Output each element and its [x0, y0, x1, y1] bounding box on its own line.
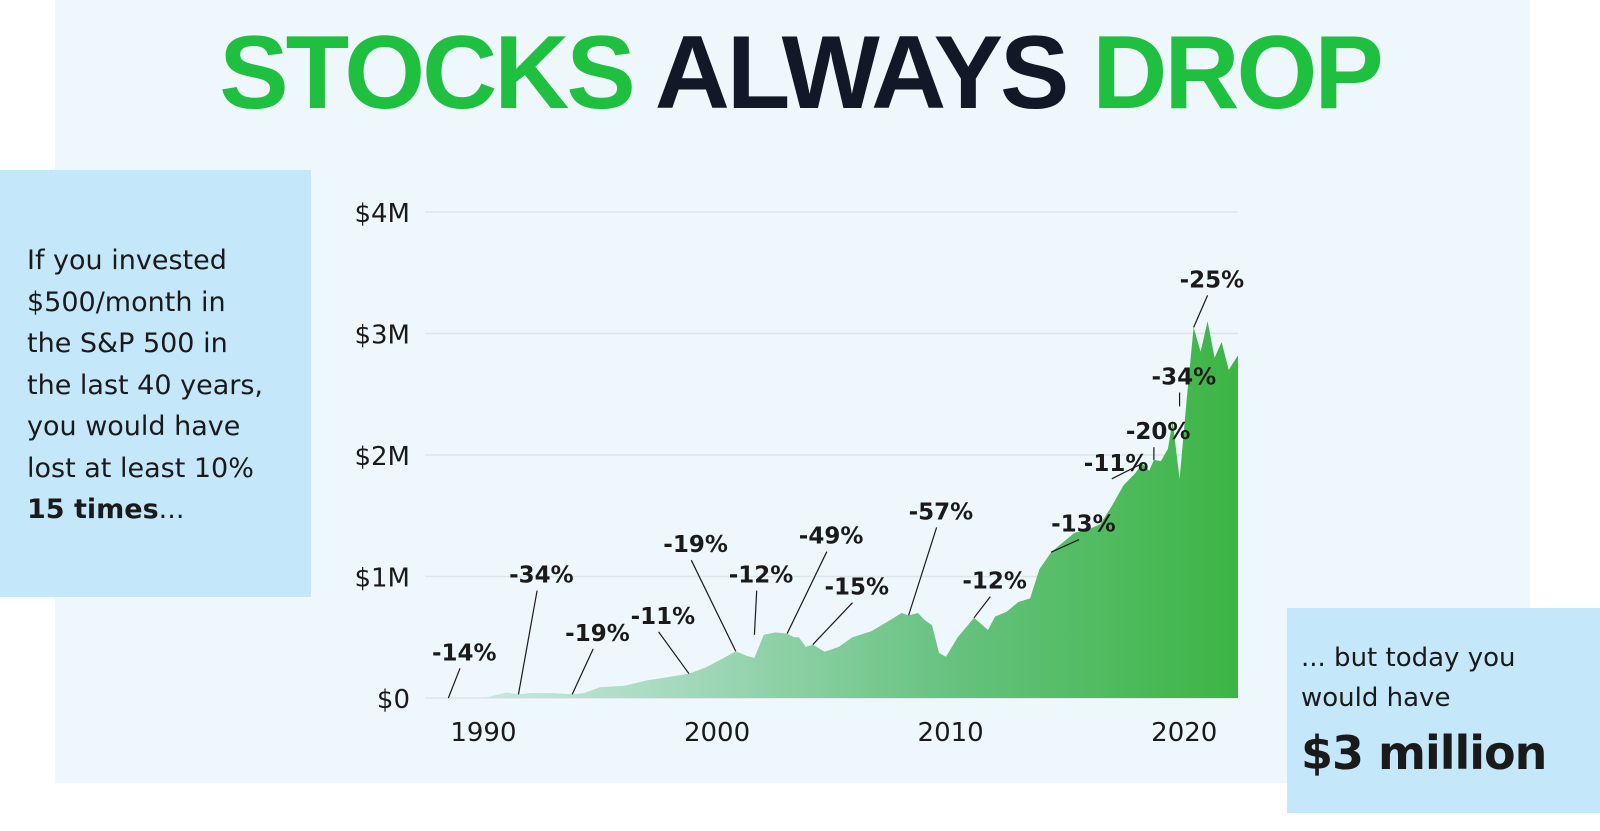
drawdown-label: -14% [432, 640, 497, 666]
drawdown-label: -13% [1051, 512, 1116, 538]
drawdown-label: -12% [729, 563, 794, 589]
drawdown-labels: -14%-34%-19%-11%-19%-12%-49%-15%-57%-12%… [432, 267, 1244, 666]
title-word-always: ALWAYS [654, 15, 1070, 131]
left-note-line: lost at least 10% [27, 452, 254, 484]
drawdown-label: -11% [631, 604, 696, 630]
drawdown-label: -34% [509, 563, 574, 589]
drawdown-label: -25% [1180, 267, 1245, 293]
drawdown-label: -15% [824, 575, 889, 601]
drawdown-leader-line [753, 590, 758, 635]
drawdown-leader-line [908, 527, 938, 616]
drawdown-label: -12% [962, 569, 1027, 595]
title-word-stocks: STOCKS [219, 15, 635, 131]
drawdown-leader-line [1193, 295, 1209, 328]
left-note-line: If you invested [27, 245, 227, 276]
left-note-line-last: 15 times... [27, 489, 291, 531]
page-title: STOCKS ALWAYS DROP [0, 14, 1600, 134]
right-note-line: would have [1301, 683, 1451, 713]
title-word-drop: DROP [1092, 15, 1383, 131]
drawdown-label: -19% [663, 532, 728, 558]
left-note-bold: 15 times [27, 494, 159, 525]
drawdown-label: -20% [1126, 419, 1191, 445]
y-tick-label: $0 [377, 685, 410, 715]
right-note-line: ... but today you [1301, 643, 1516, 673]
x-tick-label: 2020 [1151, 718, 1217, 748]
x-tick-label: 1990 [450, 718, 516, 748]
drawdown-label: -57% [909, 499, 974, 525]
y-tick-label: $2M [354, 442, 410, 472]
left-note-box: If you invested $500/month in the S&P 50… [0, 170, 311, 597]
x-tick-label: 2000 [684, 718, 750, 748]
left-note-ellipsis: ... [158, 494, 185, 525]
drawdown-label: -49% [799, 524, 864, 550]
axis-ticks: $0 $1M $2M $3M $4M 1990 2000 2010 2020 [354, 199, 1217, 748]
drawdown-leader-line [786, 551, 828, 634]
right-note-box: ... but today you would have $3 million [1287, 608, 1600, 813]
left-note-line: you would have [27, 411, 241, 442]
y-tick-label: $3M [354, 321, 410, 351]
y-tick-label: $4M [354, 199, 410, 229]
drawdown-leader-line [517, 590, 538, 695]
drawdown-leader-line [690, 559, 737, 652]
drawdown-leader-line [1111, 462, 1143, 480]
portfolio-value-area [425, 321, 1238, 698]
drawdown-leader-line [812, 602, 853, 645]
left-note-line: the last 40 years, [27, 369, 263, 401]
right-note-amount: $3 million [1301, 726, 1547, 780]
drawdown-leader-line [973, 596, 991, 619]
left-note-line: $500/month in [27, 286, 226, 318]
drawdown-leader-line [658, 631, 690, 675]
drawdown-label: -19% [565, 621, 630, 647]
x-tick-label: 2010 [918, 718, 984, 748]
drawdown-leader-line [571, 648, 594, 695]
drawdown-label: -11% [1084, 451, 1149, 477]
drawdown-leaders [447, 295, 1209, 699]
drawdown-label: -34% [1152, 365, 1217, 391]
area-series [425, 321, 1238, 698]
drawdown-leader-line [1050, 538, 1080, 553]
left-note-line: the S&P 500 in [27, 328, 228, 359]
drawdown-leader-line [447, 668, 461, 699]
y-tick-label: $1M [354, 564, 410, 594]
